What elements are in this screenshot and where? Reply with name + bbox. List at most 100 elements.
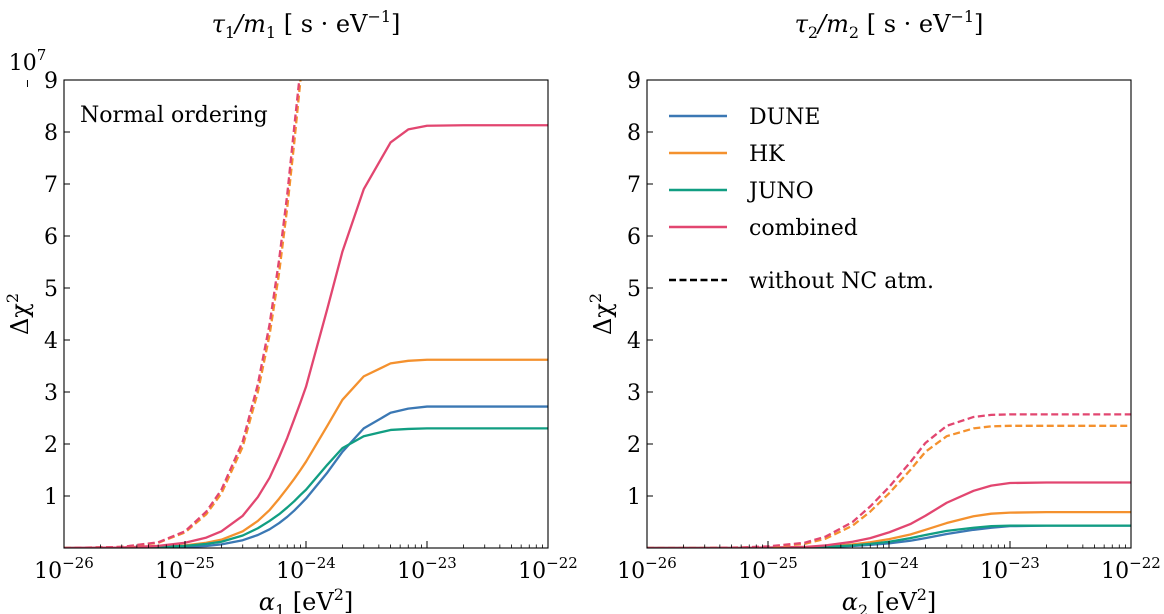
x-tick-label: 10−24 xyxy=(276,554,336,584)
x-tick-label: 10−26 xyxy=(34,554,94,584)
x-axis-label: α2 [eV2] xyxy=(842,585,937,614)
y-tick-label: 5 xyxy=(627,277,641,302)
series-line-dashed-5 xyxy=(647,413,1131,548)
x-tick-label: 10−22 xyxy=(1101,554,1161,584)
top-label-mass: /m xyxy=(816,10,849,38)
series-line-dashed-4 xyxy=(64,80,302,548)
top-label-subscript: 1 xyxy=(225,23,235,42)
y-tick-label: 3 xyxy=(44,381,58,406)
x-tick-label: 10−23 xyxy=(980,554,1040,584)
top-label-close: ] xyxy=(974,10,983,38)
y-tick-label: 9 xyxy=(627,69,641,94)
x-tick-label: 10−23 xyxy=(397,554,457,584)
x-label-close: ] xyxy=(344,588,353,614)
y-tick-label: 4 xyxy=(627,329,641,354)
chart-panel-1: 12345678910−2610−2510−2410−2310−22101010… xyxy=(3,7,578,614)
top-label-subscript: 2 xyxy=(808,23,818,42)
x-tick-exponent: −25 xyxy=(766,554,798,572)
top-tick-mantissa: 10 xyxy=(9,51,37,76)
y-tick-label: 4 xyxy=(44,329,58,354)
x-axis-label: α1 [eV2] xyxy=(259,585,354,614)
x-tick-exponent: −22 xyxy=(546,554,578,572)
top-tick-label: 107 xyxy=(9,46,47,76)
series-group xyxy=(647,413,1131,548)
x-tick-label: 10−24 xyxy=(859,554,919,584)
x-label-subscript: 2 xyxy=(858,601,868,614)
legend-label: HK xyxy=(749,142,785,167)
series-group xyxy=(64,80,548,548)
x-label-superscript: 2 xyxy=(917,585,927,604)
series-line-dashed-5 xyxy=(64,80,301,548)
series-line-hk xyxy=(647,510,1131,548)
y-tick-label: 1 xyxy=(627,485,641,510)
x-label-unit: [eV xyxy=(868,588,917,614)
x-tick-label: 10−25 xyxy=(738,554,798,584)
top-label-symbol: τ xyxy=(795,10,809,38)
top-label-subscript-2: 1 xyxy=(266,23,276,42)
y-label-symbol: Δχ xyxy=(589,303,617,335)
y-tick-label: 6 xyxy=(44,225,58,250)
x-tick-mantissa: 10 xyxy=(617,559,645,584)
x-label-close: ] xyxy=(927,588,936,614)
y-tick-label: 2 xyxy=(44,433,58,458)
x-tick-exponent: −25 xyxy=(183,554,215,572)
top-label-symbol: τ xyxy=(212,10,226,38)
top-axis-label: τ1/m1 [ s · eV−1] xyxy=(212,7,401,42)
top-label-unit: [ s · eV xyxy=(276,10,368,38)
plot-frame xyxy=(63,79,549,549)
legend-label: without NC atm. xyxy=(749,269,934,294)
x-tick-mantissa: 10 xyxy=(397,559,425,584)
x-tick-exponent: −24 xyxy=(887,554,919,572)
y-tick-label: 6 xyxy=(627,225,641,250)
series-line-dune xyxy=(64,405,548,548)
x-tick-label: 10−26 xyxy=(617,554,677,584)
y-label-symbol: Δχ xyxy=(6,303,34,335)
series-line-juno xyxy=(64,427,548,548)
x-tick-mantissa: 10 xyxy=(738,559,766,584)
x-tick-mantissa: 10 xyxy=(155,559,183,584)
x-label-superscript: 2 xyxy=(334,585,344,604)
chart-panel-2: 12345678910−2610−2510−2410−2310−22101010… xyxy=(9,7,1161,614)
x-tick-exponent: −23 xyxy=(1008,554,1040,572)
series-line-combined xyxy=(64,124,548,548)
x-tick-mantissa: 10 xyxy=(276,559,304,584)
plot-frame xyxy=(646,79,1132,549)
top-label-superscript: −1 xyxy=(367,7,391,26)
x-tick-exponent: −26 xyxy=(645,554,677,572)
top-label-unit: [ s · eV xyxy=(859,10,951,38)
legend-label: JUNO xyxy=(747,179,814,204)
top-tick-exponent: 7 xyxy=(37,46,47,64)
y-tick-label: 8 xyxy=(44,121,58,146)
y-label-superscript: 2 xyxy=(586,293,605,303)
y-axis-label: Δχ2 xyxy=(3,293,34,335)
x-tick-exponent: −24 xyxy=(304,554,336,572)
x-label-symbol: α xyxy=(842,588,858,614)
legend-label: combined xyxy=(749,216,858,241)
x-tick-mantissa: 10 xyxy=(34,559,62,584)
x-label-symbol: α xyxy=(259,588,275,614)
top-label-superscript: −1 xyxy=(950,7,974,26)
x-tick-mantissa: 10 xyxy=(1101,559,1129,584)
y-tick-label: 7 xyxy=(627,173,641,198)
x-label-unit: [eV xyxy=(285,588,334,614)
top-axis-label: τ2/m2 [ s · eV−1] xyxy=(795,7,984,42)
y-tick-label: 5 xyxy=(44,277,58,302)
x-tick-label: 10−25 xyxy=(155,554,215,584)
x-tick-exponent: −26 xyxy=(62,554,94,572)
x-tick-mantissa: 10 xyxy=(518,559,546,584)
y-tick-label: 9 xyxy=(44,69,58,94)
y-tick-label: 7 xyxy=(44,173,58,198)
y-tick-label: 2 xyxy=(627,433,641,458)
y-tick-label: 3 xyxy=(627,381,641,406)
x-tick-mantissa: 10 xyxy=(859,559,887,584)
x-tick-label: 10−22 xyxy=(518,554,578,584)
x-tick-exponent: −23 xyxy=(425,554,457,572)
x-label-subscript: 1 xyxy=(275,601,285,614)
x-tick-mantissa: 10 xyxy=(980,559,1008,584)
top-label-mass: /m xyxy=(233,10,266,38)
top-label-subscript-2: 2 xyxy=(849,23,859,42)
y-label-superscript: 2 xyxy=(3,293,22,303)
y-axis-label: Δχ2 xyxy=(586,293,617,335)
y-tick-label: 8 xyxy=(627,121,641,146)
